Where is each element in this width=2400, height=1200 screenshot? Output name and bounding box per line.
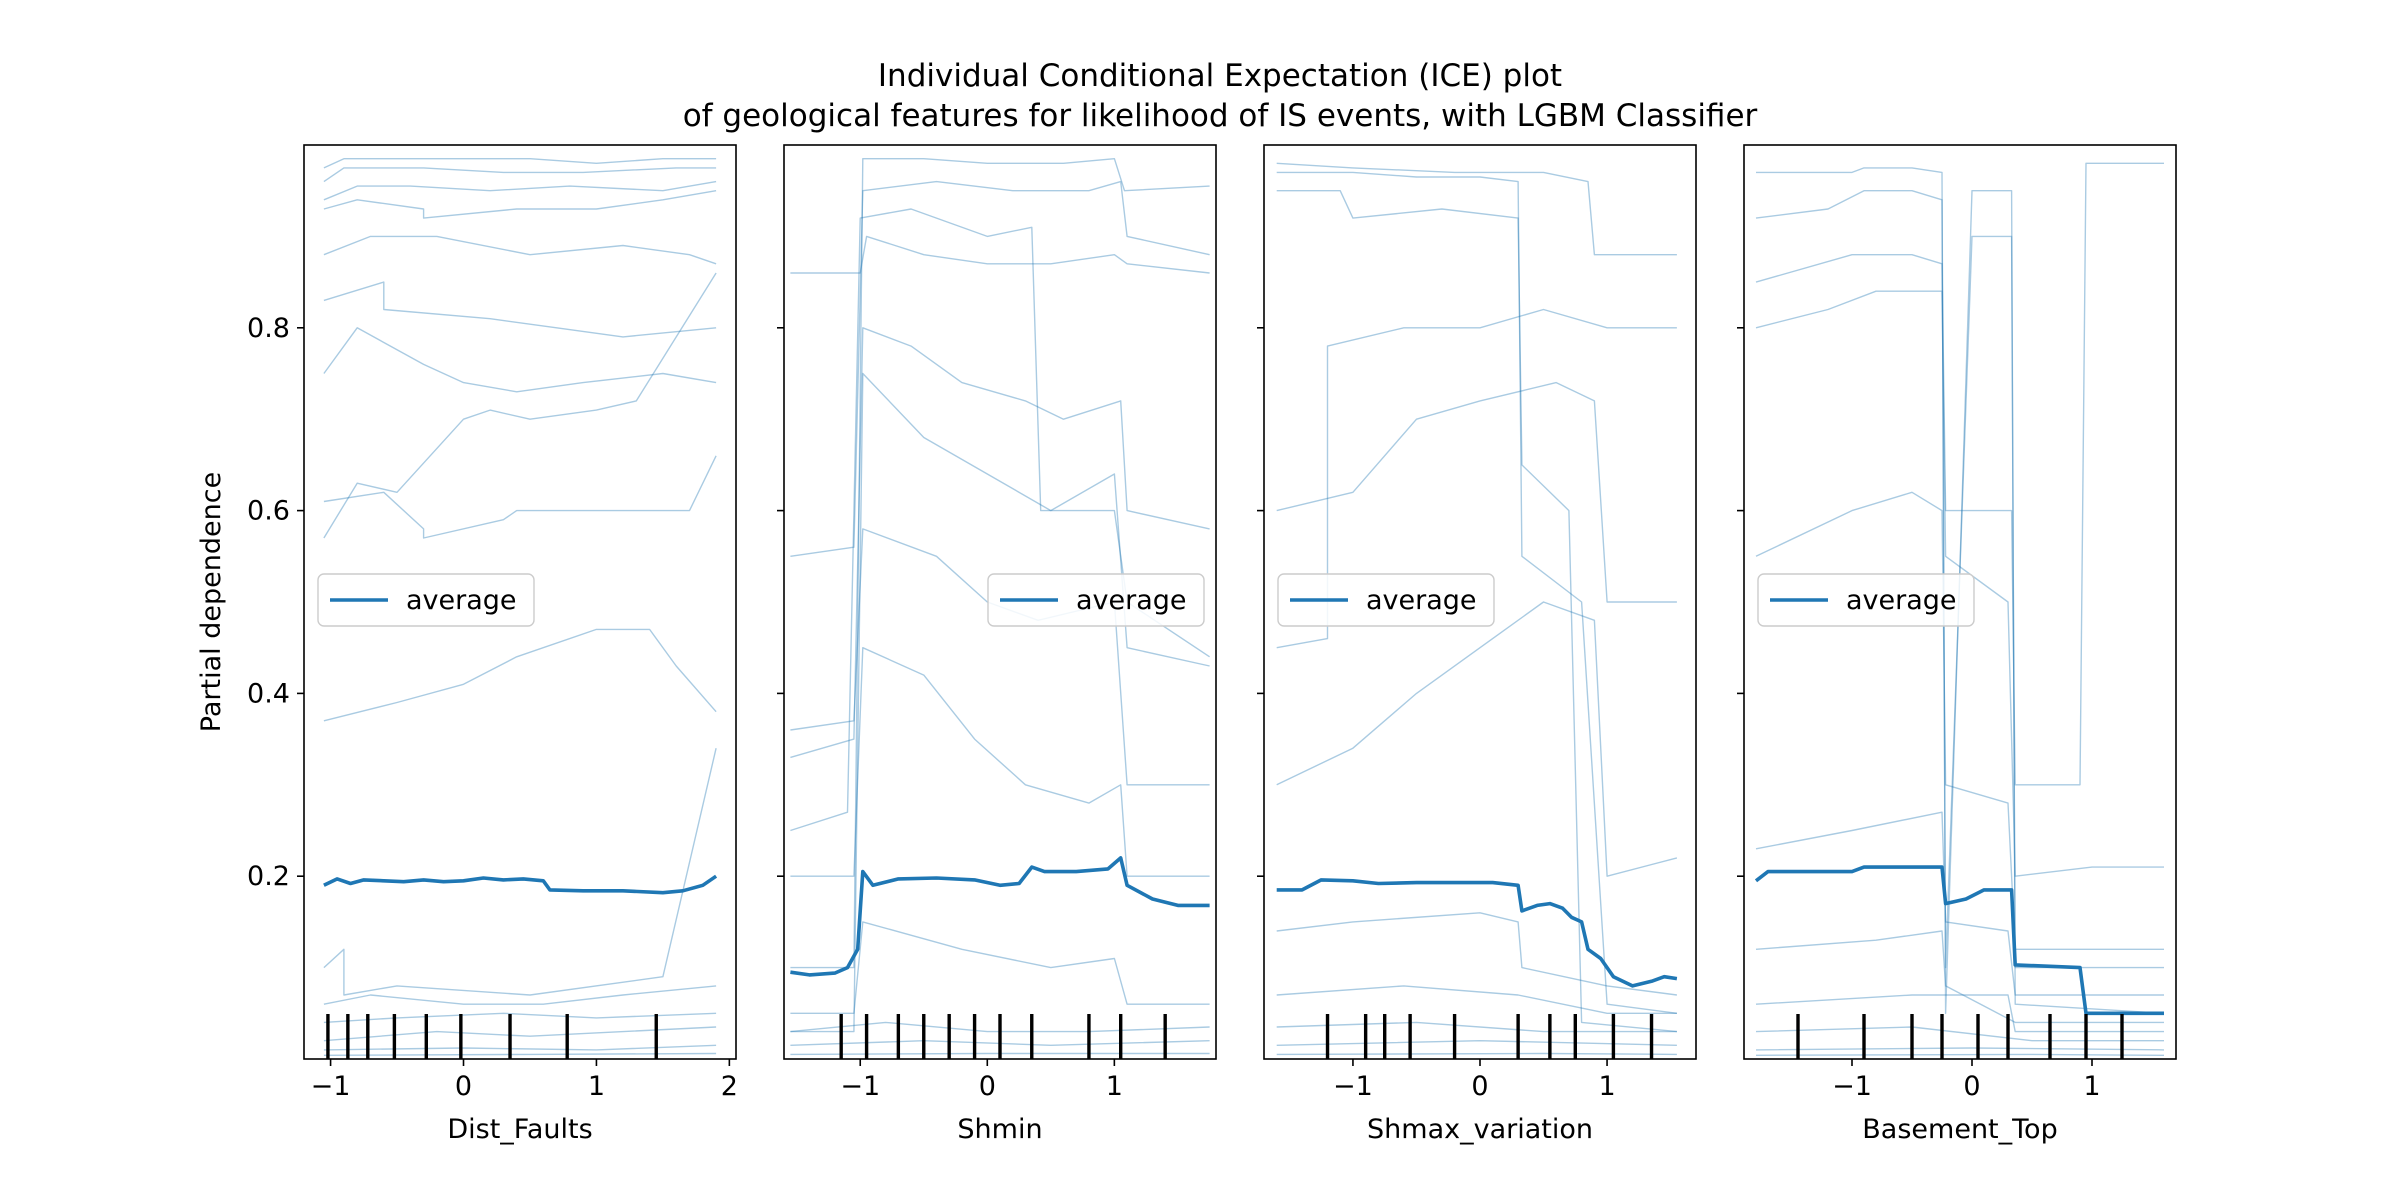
x-tick-label: 1 — [1106, 1071, 1123, 1102]
ice-line — [790, 647, 1210, 877]
ice-line — [323, 985, 717, 1005]
chart-subtitle: of geological features for likelihood of… — [683, 98, 1758, 134]
x-tick-label: 1 — [588, 1071, 605, 1102]
ice-line — [1755, 994, 2164, 1033]
ice-line — [790, 180, 1210, 557]
panel-2: −1 0 1 Shmin average — [777, 144, 1217, 1145]
ice-line — [323, 628, 717, 722]
y-tick-label: 0.4 — [247, 678, 290, 709]
legend: average — [1277, 573, 1495, 627]
ice-line — [1276, 1039, 1677, 1046]
ice-line — [323, 180, 717, 201]
ice-line — [790, 157, 1210, 969]
x-tick-label: 1 — [2083, 1071, 2100, 1102]
ice-line — [1755, 290, 2164, 877]
ice-line — [323, 455, 717, 539]
x-tick-label: 0 — [455, 1071, 472, 1102]
x-axis-label: Shmin — [957, 1114, 1042, 1145]
ice-line — [1276, 912, 1677, 996]
ice-line — [323, 748, 717, 996]
axes-frame — [1743, 144, 2177, 1060]
x-tick-label: 0 — [1471, 1071, 1488, 1102]
x-tick-label: 0 — [1963, 1071, 1980, 1102]
legend: average — [1757, 573, 1975, 627]
ice-line — [1755, 1047, 2165, 1051]
ice-line — [1276, 601, 1678, 877]
ice-line — [1755, 930, 2164, 1024]
ice-line — [323, 1026, 717, 1042]
x-tick-label: −1 — [1333, 1071, 1373, 1102]
average-line — [790, 856, 1210, 977]
y-tick-label: 0.2 — [247, 861, 290, 892]
ice-line — [1276, 189, 1677, 1033]
ice-line — [1755, 1026, 2164, 1042]
legend: average — [987, 573, 1205, 627]
ice-line — [790, 1021, 1210, 1033]
ice-line — [323, 272, 717, 539]
average-line — [323, 874, 718, 895]
ice-line — [1755, 811, 2164, 996]
ice-line — [323, 327, 717, 393]
x-tick-label: −1 — [840, 1071, 880, 1102]
legend-label: average — [406, 585, 517, 616]
ice-line — [1276, 1052, 1677, 1056]
ice-line — [1276, 1021, 1677, 1033]
ice-line — [323, 190, 717, 219]
plot-area — [323, 157, 718, 1059]
axes-frame — [303, 144, 737, 1060]
legend-box — [987, 573, 1205, 627]
ice-line — [790, 1052, 1210, 1056]
ice-line — [323, 1012, 717, 1024]
y-axis-label: Partial dependence — [196, 472, 227, 732]
axes-frame — [783, 144, 1217, 1060]
ice-line — [790, 372, 1210, 1033]
x-axis-label: Basement_Top — [1862, 1114, 2057, 1145]
legend-box — [1757, 573, 1975, 627]
ice-line — [1276, 162, 1677, 256]
ice-line — [323, 1052, 717, 1057]
plot-area — [1276, 162, 1678, 1059]
figure-title: Individual Conditional Expectation (ICE)… — [683, 58, 1758, 134]
ice-line — [323, 167, 717, 183]
y-tick-label: 0.6 — [247, 496, 290, 527]
ice-line — [1755, 1053, 2165, 1057]
ice-line — [323, 281, 717, 338]
plot-area — [1754, 162, 2165, 1059]
legend-label: average — [1366, 585, 1477, 616]
ice-line — [790, 208, 1210, 832]
x-axis-label: Shmax_variation — [1367, 1114, 1593, 1145]
x-tick-label: 2 — [721, 1071, 738, 1102]
panel-4: −1 0 1 Basement_Top average — [1737, 144, 2177, 1145]
ice-line — [1276, 171, 1677, 1014]
x-tick-label: −1 — [1832, 1071, 1872, 1102]
ice-line — [1276, 381, 1677, 603]
x-tick-label: 1 — [1598, 1071, 1615, 1102]
average-line — [1276, 878, 1678, 988]
ice-line — [790, 1039, 1210, 1047]
ice-line — [323, 157, 717, 169]
legend-label: average — [1076, 585, 1187, 616]
y-tick-label: 0.8 — [247, 313, 290, 344]
ice-line — [1276, 985, 1677, 1014]
panel-1: −1 0 1 2 0.2 0.4 0.6 0.8 Dist_Faults average — [247, 144, 738, 1145]
legend-box — [1277, 573, 1495, 627]
legend-label: average — [1846, 585, 1957, 616]
ice-line — [790, 235, 1210, 274]
legend-box — [317, 573, 535, 627]
ice-line — [790, 327, 1210, 759]
x-tick-label: 0 — [979, 1071, 996, 1102]
ice-line — [1755, 162, 2164, 786]
average-line — [1754, 865, 2164, 1016]
ice-line — [323, 235, 717, 265]
x-tick-label: −1 — [311, 1071, 351, 1102]
legend: average — [317, 573, 535, 627]
x-axis-label: Dist_Faults — [447, 1114, 592, 1145]
ice-line — [790, 921, 1210, 1014]
chart-title: Individual Conditional Expectation (ICE)… — [878, 58, 1562, 94]
